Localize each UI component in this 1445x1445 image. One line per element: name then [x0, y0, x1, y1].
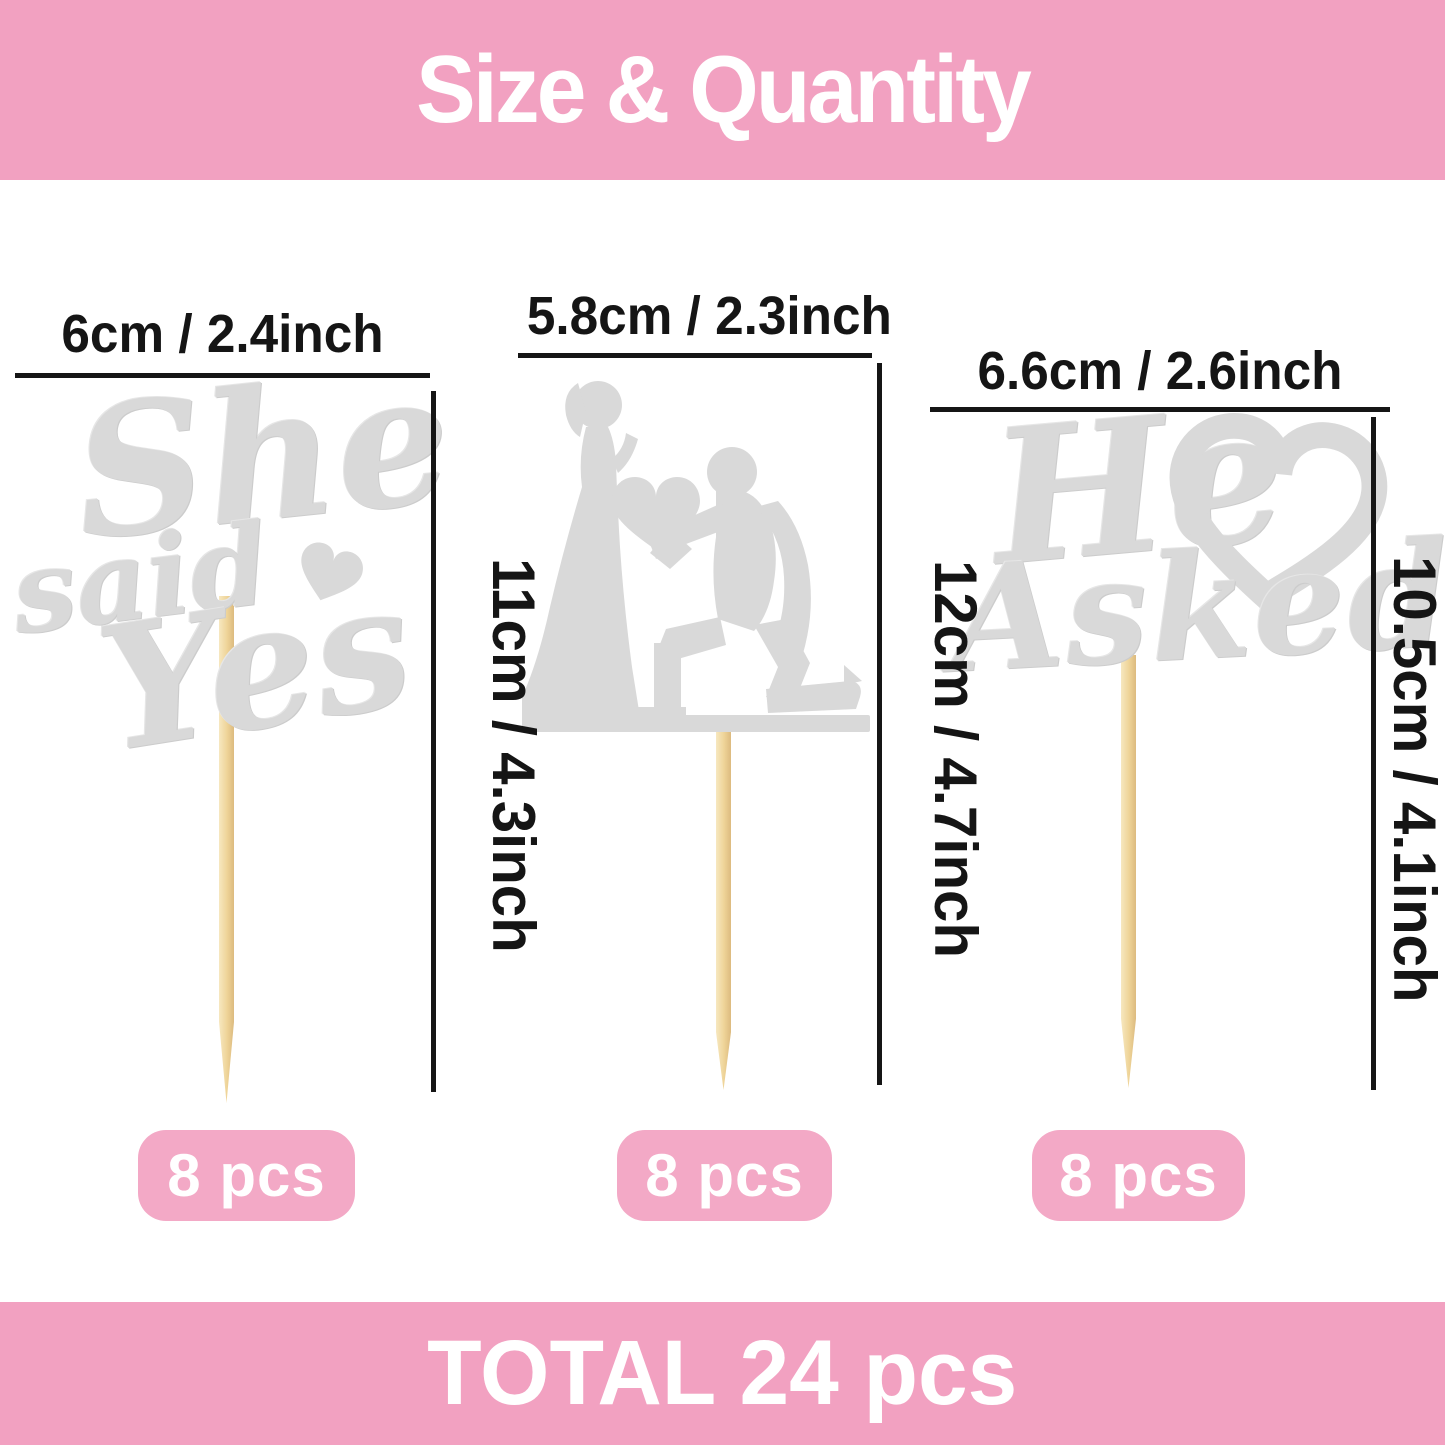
- quantity-label: 8 pcs: [645, 1142, 804, 1209]
- quantity-label: 8 pcs: [167, 1142, 326, 1209]
- quantity-badge: 8 pcs: [1032, 1130, 1245, 1221]
- height-label-proposal-couple: 12cm / 4.7inch: [922, 560, 989, 958]
- couple-silhouette: [522, 381, 870, 732]
- height-dimension-line-she-said-yes: [431, 391, 436, 1092]
- height-dimension-line-he-asked: [1371, 417, 1376, 1090]
- glitter-heart-icon: [301, 542, 363, 601]
- width-label-she-said-yes: 6cm / 2.4inch: [61, 304, 384, 364]
- quantity-badge: 8 pcs: [138, 1130, 355, 1221]
- topper-word-yes: Yes: [86, 544, 425, 792]
- total-label: TOTAL 24 pcs: [427, 1322, 1018, 1424]
- quantity-badge: 8 pcs: [617, 1130, 832, 1221]
- footer-banner: TOTAL 24 pcs: [0, 1302, 1445, 1445]
- toothpick-stick: [219, 596, 234, 1103]
- page-title: Size & Quantity: [416, 36, 1032, 143]
- height-label-she-said-yes: 11cm / 4.3inch: [480, 558, 547, 953]
- width-dimension-line-proposal-couple: [518, 353, 872, 358]
- heart-outline-icon: [1169, 413, 1388, 613]
- toothpick-stick: [716, 728, 731, 1090]
- height-dimension-line-proposal-couple: [877, 363, 882, 1085]
- width-dimension-line-she-said-yes: [15, 373, 430, 378]
- toothpick-stick: [1121, 655, 1136, 1088]
- width-label-proposal-couple: 5.8cm / 2.3inch: [526, 286, 892, 346]
- width-dimension-line-he-asked: [930, 407, 1390, 412]
- header-banner: Size & Quantity: [0, 0, 1445, 180]
- quantity-label: 8 pcs: [1059, 1142, 1218, 1209]
- height-label-he-asked: 10.5cm / 4.1inch: [1381, 556, 1445, 1003]
- width-label-he-asked: 6.6cm / 2.6inch: [977, 341, 1343, 401]
